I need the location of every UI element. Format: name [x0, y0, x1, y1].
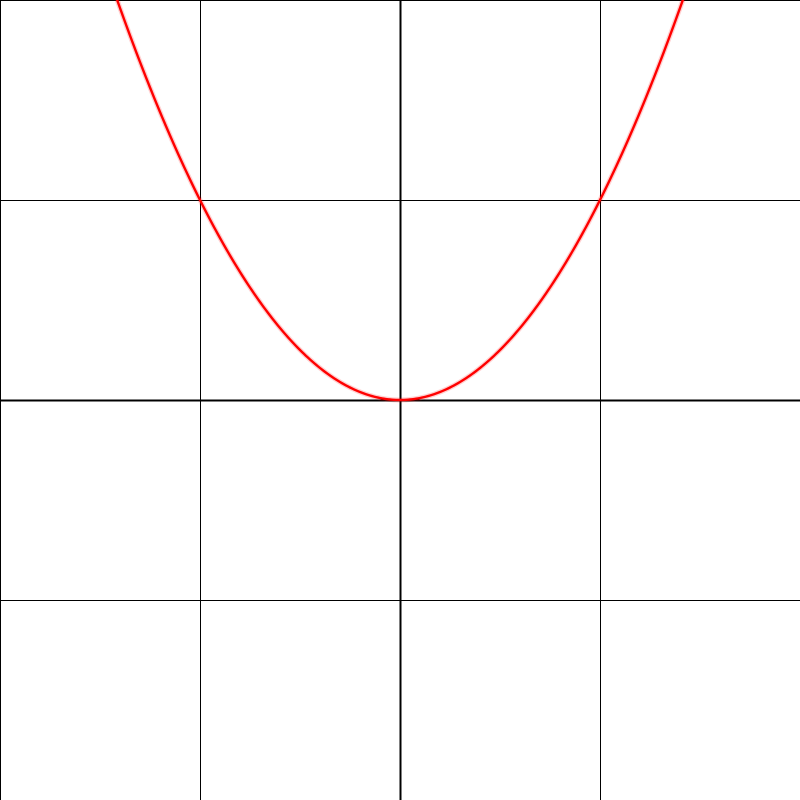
parabola-curve [115, 0, 685, 402]
curve-layer [114, 0, 686, 403]
